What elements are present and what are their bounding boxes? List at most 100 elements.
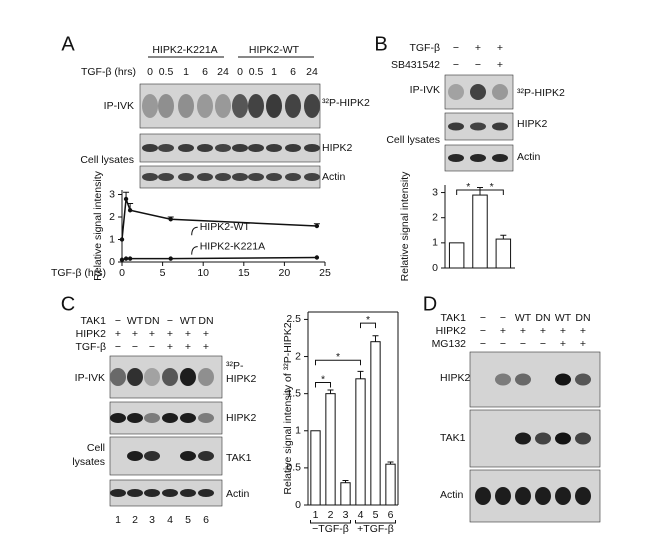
treatment-label: TGF-β	[409, 42, 440, 54]
band	[470, 154, 486, 162]
band	[142, 144, 158, 152]
band	[575, 432, 591, 445]
treatment-sign: WT	[515, 312, 532, 324]
y-axis-label: Relative signal intensity	[92, 170, 104, 280]
treatment-sign: WT	[127, 315, 144, 327]
band	[575, 373, 591, 386]
row-label: IP-IVK	[75, 372, 105, 384]
band	[197, 173, 213, 181]
band	[285, 173, 301, 181]
bar	[448, 242, 465, 269]
band	[232, 173, 248, 181]
y-tick-label: 0	[295, 499, 301, 511]
band	[162, 413, 178, 423]
treatment-sign: +	[497, 59, 503, 71]
treatment-sign: −	[115, 341, 121, 353]
error-bar	[372, 335, 379, 342]
treatment-sign: −	[500, 312, 506, 324]
band-label: HIPK2	[226, 373, 257, 385]
treatment-sign: −	[480, 338, 486, 350]
band	[304, 144, 320, 152]
y-tick-label: 3	[432, 186, 438, 198]
band-label: Actin	[517, 151, 541, 163]
treatment-sign: −	[453, 42, 459, 54]
treatment-sign: −	[500, 338, 506, 350]
row-label: lysates	[72, 456, 105, 468]
lane-number: 6	[203, 514, 209, 526]
band	[304, 94, 320, 118]
treatment-sign: +	[185, 341, 191, 353]
panel-label: C	[61, 293, 75, 315]
error-bar	[342, 480, 349, 483]
lane-number: 4	[167, 514, 173, 526]
significance: *	[321, 373, 325, 385]
treatment-sign: +	[560, 325, 566, 337]
band-label: ³²P-HIPK2	[322, 97, 370, 109]
treatment-sign: −	[132, 341, 138, 353]
series-line	[121, 256, 317, 261]
band	[178, 94, 194, 118]
series-line	[121, 198, 317, 240]
group-bracket	[355, 520, 396, 524]
treatment-sign: DN	[144, 315, 159, 327]
series-label: HIPK2-WT	[200, 221, 251, 233]
row-label: IP-IVK	[410, 84, 440, 96]
row-label: IP-IVK	[104, 100, 134, 112]
error-bar	[327, 389, 334, 394]
error-bar	[127, 203, 134, 211]
band	[470, 84, 486, 100]
treatment-sign: +	[520, 325, 526, 337]
y-axis-label: Relative signal intensity of ³²P-HIPK2	[282, 322, 294, 494]
band	[492, 122, 508, 131]
lane-number: 2	[132, 514, 138, 526]
band	[555, 373, 571, 386]
group-label: HIPK2-WT	[249, 44, 300, 56]
band	[144, 451, 160, 461]
time-value: 6	[290, 66, 296, 78]
band	[127, 489, 143, 497]
x-tick-label: 2	[328, 509, 334, 521]
band	[127, 413, 143, 423]
error-bar	[387, 461, 394, 465]
treatment-sign: +	[203, 328, 209, 340]
treatment-label: TGF-β	[75, 341, 106, 353]
band-label: ³²P-	[226, 360, 244, 372]
x-tick-label: 1	[313, 509, 319, 521]
treatment-sign: DN	[575, 312, 590, 324]
treatment-sign: WT	[555, 312, 572, 324]
bar	[385, 463, 396, 506]
x-tick-label: 5	[160, 267, 166, 279]
treatment-sign: +	[580, 338, 586, 350]
band	[475, 487, 491, 505]
time-value: 0.5	[159, 66, 174, 78]
band	[178, 173, 194, 181]
treatment-sign: −	[149, 341, 155, 353]
band	[180, 413, 196, 423]
point	[314, 255, 320, 260]
error-bar	[357, 370, 364, 379]
x-tick-label: 10	[197, 267, 209, 279]
band	[448, 154, 464, 162]
treatment-label: TAK1	[441, 312, 467, 324]
bar	[310, 430, 321, 506]
band-label: HIPK2	[517, 118, 548, 130]
band	[110, 413, 126, 423]
time-value: 6	[202, 66, 208, 78]
band	[232, 144, 248, 152]
panel-label: D	[423, 293, 437, 315]
band	[198, 451, 214, 461]
band-label: TAK1	[226, 452, 252, 464]
band	[515, 373, 531, 386]
treatment-sign: +	[167, 328, 173, 340]
band	[180, 489, 196, 497]
band	[162, 489, 178, 497]
lane-number: 5	[185, 514, 191, 526]
y-tick-label: 2	[295, 350, 301, 362]
significance: *	[490, 181, 494, 193]
band	[232, 94, 248, 118]
treatment-sign: +	[560, 338, 566, 350]
leader	[191, 226, 198, 236]
group-bracket	[310, 520, 351, 524]
x-tick-label: 25	[319, 267, 331, 279]
x-tick-label: 5	[373, 509, 379, 521]
